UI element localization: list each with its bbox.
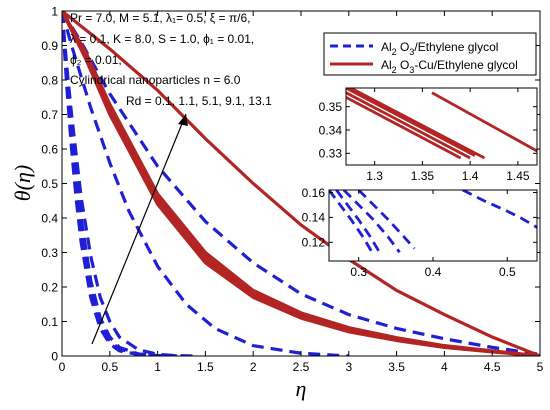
trend-arrow <box>91 113 188 345</box>
main-curves <box>62 11 540 356</box>
main-y-tick-label-3: 0.2 <box>41 280 58 294</box>
legend-box <box>323 32 537 76</box>
inset-bottom-series-1-curve-1 <box>329 190 375 256</box>
main-x-tick-label-3: 1 <box>154 360 161 374</box>
legend-entry-2: Al2 O3-Cu/Ethylene glycol <box>381 58 518 75</box>
main-series-1-curve-4 <box>62 11 196 356</box>
legend: Al2 O3/Ethylene glycol Al2 O3-Cu/Ethylen… <box>323 32 537 76</box>
inset-bottom-y-tick-label-1: 0.12 <box>302 236 326 250</box>
inset-top-series-1-curve-5 <box>431 91 537 153</box>
inset-top-frame <box>345 87 538 166</box>
inset-top-series-1-curve-2 <box>346 91 471 160</box>
params-line-1: Pr = 7.0, M = 5.1, λ₁= 0.5, ξ = π/6, <box>70 11 250 25</box>
inset-bottom-y-tick-label-2: 0.14 <box>302 211 326 225</box>
inset-bottom-background <box>329 190 537 261</box>
inset-bottom-x-tick-label-3: 0.5 <box>499 265 516 279</box>
main-y-tick-label-7: 0.6 <box>41 142 58 156</box>
y-axis-label: θ(η) <box>10 165 35 201</box>
main-x-tick-label-2: 0.5 <box>101 360 118 374</box>
inset-bottom-x-tick-label-2: 0.4 <box>425 265 442 279</box>
inset-top-curves <box>346 88 537 160</box>
inset-top-series-1-curve-3 <box>346 88 476 157</box>
inset-top-series-1-curve-4 <box>350 88 486 160</box>
arrow-label: Rd = 0.1, 1.1, 5.1, 9.1, 13.1 <box>126 94 272 108</box>
inset-top-x-tick-label-2: 1.35 <box>411 169 435 183</box>
main-series-1-curve-5 <box>62 11 349 356</box>
inset-bottom-series-1-curve-4 <box>357 190 416 250</box>
main-x-tick-label-8: 3.5 <box>388 360 405 374</box>
main-y-tick-label-8: 0.7 <box>41 108 58 122</box>
params-line-2: λ = 0.1, K = 8.0, S = 1.0, ϕ₁ = 0.01, <box>70 32 254 46</box>
main-y-tick-label-4: 0.3 <box>41 246 58 260</box>
params-line-4: Cylindrical nanoparticles n = 6.0 <box>70 73 241 87</box>
main-x-tick-label-7: 3 <box>345 360 352 374</box>
main-y-tick-label-9: 0.8 <box>41 73 58 87</box>
inset-top-series-1-curve-1 <box>346 96 462 160</box>
inset-bottom-series-1-curve-5 <box>462 190 537 229</box>
main-y-tick-label-2: 0.1 <box>41 315 58 329</box>
inset-bottom: 0.3 0.4 0.5 0.12 0.14 0.16 <box>302 186 538 279</box>
inset-top-x-tick-label-1: 1.3 <box>366 169 383 183</box>
main-x-tick-label-1: 0 <box>59 360 66 374</box>
main-y-tick-label-1: 0 <box>51 349 58 363</box>
main-series-2-curve-4 <box>62 11 540 356</box>
main-series-1-curve-3 <box>62 11 177 356</box>
params-line-3: ϕ₂ = 0.01, <box>70 53 122 67</box>
main-x-tick-label-5: 2 <box>250 360 257 374</box>
inset-top: 1.3 1.35 1.4 1.45 0.33 0.34 0.35 <box>319 87 538 183</box>
main-y-tick-label-10: 0.9 <box>41 39 58 53</box>
inset-top-y-tick-label-1: 0.33 <box>319 147 343 161</box>
legend-entry-1: Al2 O3/Ethylene glycol <box>381 40 498 57</box>
main-y-tick-label-5: 0.4 <box>41 211 58 225</box>
main-x-tick-label-11: 5 <box>537 360 544 374</box>
inset-bottom-series-1-curve-2 <box>335 190 383 256</box>
inset-top-y-tick-label-2: 0.34 <box>319 123 343 137</box>
main-series-1-curve-6 <box>62 11 540 356</box>
inset-top-x-tick-label-3: 1.4 <box>462 169 479 183</box>
parameter-annotation: Pr = 7.0, M = 5.1, λ₁= 0.5, ξ = π/6, λ =… <box>70 11 254 87</box>
main-x-tick-label-9: 4 <box>441 360 448 374</box>
inset-bottom-curves <box>329 190 537 256</box>
inset-bottom-y-tick-label-3: 0.16 <box>302 186 326 200</box>
inset-top-y-tick-label-3: 0.35 <box>319 100 343 114</box>
main-series-2-curve-5 <box>62 11 540 356</box>
main-x-tick-label-10: 4.5 <box>484 360 501 374</box>
inset-bottom-x-tick-label-1: 0.3 <box>350 265 367 279</box>
x-axis-label: η <box>296 376 307 401</box>
main-y-tick-label-6: 0.5 <box>41 177 58 191</box>
inset-bottom-series-1-curve-3 <box>342 190 401 254</box>
main-series-1-curve-1 <box>62 11 177 356</box>
main-x-tick-label-6: 2.5 <box>293 360 310 374</box>
inset-top-x-tick-label-4: 1.45 <box>506 169 530 183</box>
main-x-tick-label-4: 1.5 <box>197 360 214 374</box>
main-y-tick-label-11: 1 <box>51 4 58 18</box>
